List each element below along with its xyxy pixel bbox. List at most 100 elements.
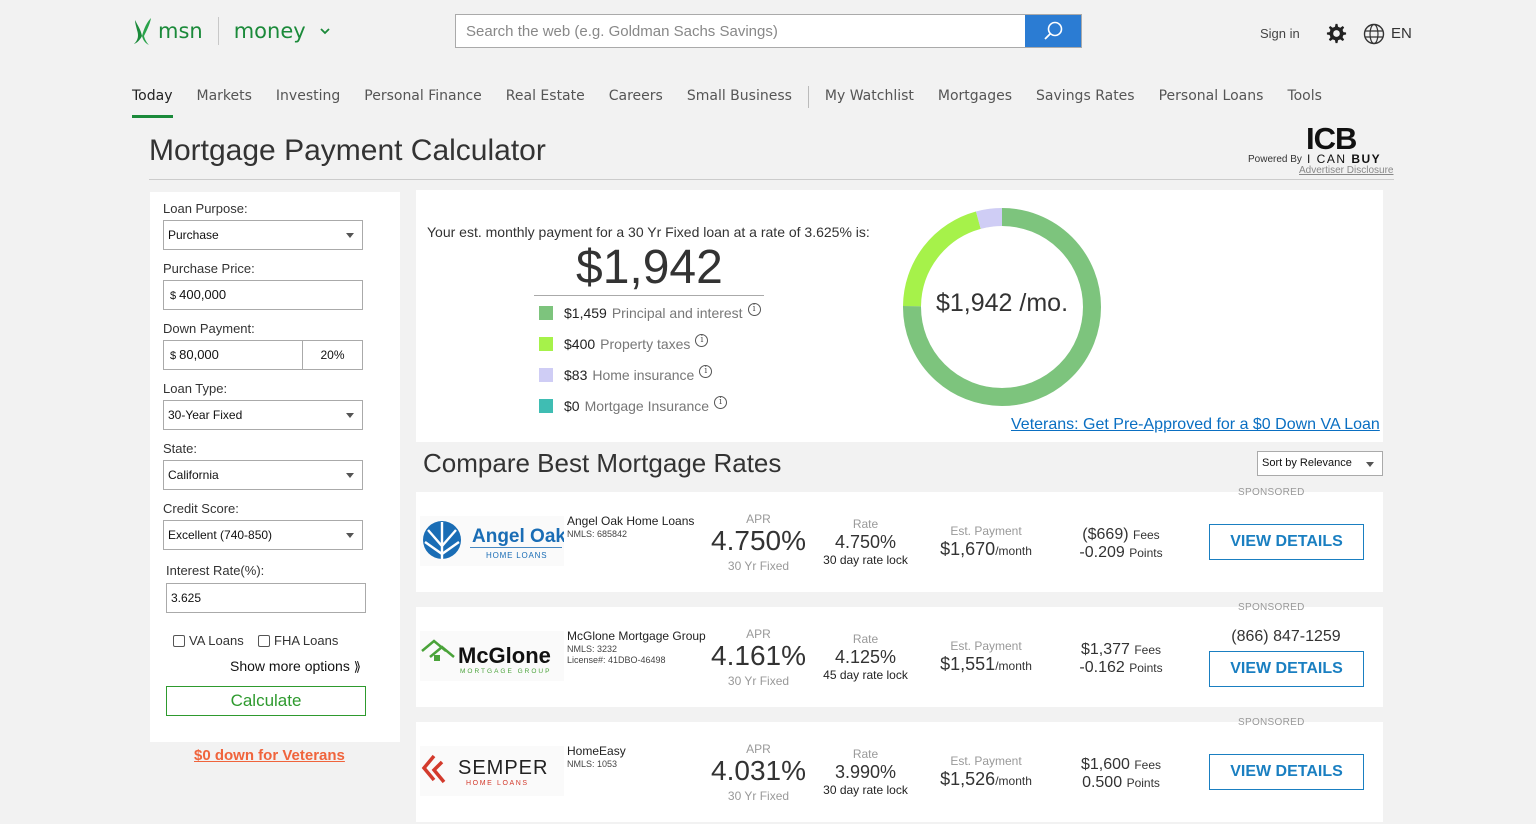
legend-swatch bbox=[539, 337, 553, 351]
angel-oak-tree-icon: Angel Oak HOME LOANS bbox=[423, 521, 566, 560]
lender-logo[interactable]: Angel Oak HOME LOANS bbox=[420, 516, 566, 566]
va-loans-checkbox[interactable]: VA Loans bbox=[173, 633, 244, 648]
lender-nmls: NMLS: 3232 License#: 41DBO-46498 bbox=[567, 644, 666, 666]
chevron-down-icon[interactable] bbox=[320, 26, 330, 36]
caret-down-icon bbox=[346, 413, 354, 418]
nav-item-personal-finance[interactable]: Personal Finance bbox=[364, 88, 482, 104]
view-details-button[interactable]: VIEW DETAILS bbox=[1209, 524, 1364, 560]
msn-money-logo[interactable]: msn money bbox=[132, 16, 330, 46]
apr-label: APR bbox=[746, 627, 771, 641]
payment-amount: $1,551 bbox=[940, 654, 996, 674]
points-unit: Points bbox=[1126, 776, 1160, 790]
lender-phone-link[interactable]: (866) 847-1259 bbox=[1231, 628, 1341, 645]
search-input[interactable] bbox=[456, 15, 1025, 47]
down-payment-percent-input[interactable]: 20% bbox=[302, 340, 363, 370]
apr-label: APR bbox=[746, 512, 771, 526]
breakdown-property-taxes: $400 Property taxes i bbox=[539, 333, 709, 352]
caret-down-icon bbox=[346, 233, 354, 238]
veterans-zero-down-link[interactable]: $0 down for Veterans bbox=[194, 747, 345, 764]
sort-select[interactable]: Sort by Relevance bbox=[1257, 451, 1383, 476]
search-button[interactable] bbox=[1025, 15, 1081, 47]
apr-value: 4.161% bbox=[711, 640, 806, 671]
lender-nmls: NMLS: 685842 bbox=[567, 529, 628, 539]
fees-value: $1,377 bbox=[1080, 641, 1130, 658]
breakdown-principal-interest: $1,459 Principal and interest i bbox=[539, 302, 761, 321]
fees-unit: Fees bbox=[1133, 528, 1160, 542]
nav-item-small-business[interactable]: Small Business bbox=[686, 88, 792, 104]
lender-logo-text: McGlone bbox=[458, 643, 551, 668]
info-icon[interactable]: i bbox=[747, 302, 761, 316]
state-value: California bbox=[168, 468, 219, 482]
rate-lock: 30 day rate lock bbox=[823, 553, 908, 567]
purchase-price-input[interactable]: $400,000 bbox=[163, 280, 363, 310]
semper-chevron-icon: SEMPER HOME LOANS bbox=[421, 754, 548, 787]
nav-item-personal-loans[interactable]: Personal Loans bbox=[1158, 88, 1264, 104]
show-more-options-link[interactable]: Show more options ⟫ bbox=[230, 658, 361, 675]
breakdown-label: Home insurance bbox=[592, 367, 695, 383]
language-selector[interactable]: EN bbox=[1391, 25, 1412, 42]
calculator-section: Mortgage Payment Calculator Powered By I… bbox=[132, 118, 1404, 824]
payment-amount: $1,526 bbox=[940, 769, 996, 789]
lender-offer-card: SPONSORED Angel Oak HOME LOANS Angel Oak… bbox=[416, 487, 1383, 592]
sign-in-link[interactable]: Sign in bbox=[1260, 26, 1300, 41]
points-value: -0.162 bbox=[1079, 659, 1125, 676]
rate-value: 3.990% bbox=[834, 762, 897, 782]
purchase-price-label: Purchase Price: bbox=[163, 261, 255, 276]
est-payment-label: Est. Payment bbox=[950, 639, 1022, 653]
lender-logo[interactable]: McGlone MORTGAGE GROUP bbox=[420, 631, 564, 681]
rate-label: Rate bbox=[852, 517, 879, 531]
down-payment-input[interactable]: $80,000 bbox=[163, 340, 304, 370]
rate-value: 4.125% bbox=[834, 647, 897, 667]
logo-divider bbox=[217, 17, 219, 45]
lender-logo-text: Angel Oak bbox=[472, 526, 564, 547]
search-bar bbox=[455, 14, 1082, 48]
info-icon[interactable]: i bbox=[714, 395, 728, 409]
info-icon[interactable]: i bbox=[695, 333, 709, 347]
license-number: License#: 41DBO-46498 bbox=[567, 655, 666, 665]
loan-type-label: Loan Type: bbox=[163, 381, 228, 396]
currency-symbol: $ bbox=[170, 290, 177, 302]
caret-down-icon bbox=[1366, 462, 1374, 467]
view-details-button[interactable]: VIEW DETAILS bbox=[1209, 651, 1364, 687]
fees-points: $1,377 Fees -0.162 Points bbox=[1056, 641, 1186, 677]
rate-label: Rate bbox=[852, 747, 879, 761]
svg-text:I CAN BUY: I CAN BUY bbox=[1307, 152, 1381, 165]
info-icon[interactable]: i bbox=[699, 364, 713, 378]
loan-term: 30 Yr Fixed bbox=[727, 559, 790, 573]
loan-purpose-select[interactable]: Purchase bbox=[163, 220, 363, 250]
calculator-form: Loan Purpose: Purchase Purchase Price: $… bbox=[150, 192, 400, 742]
lender-logo[interactable]: SEMPER HOME LOANS bbox=[420, 746, 564, 796]
apr-label: APR bbox=[746, 742, 771, 756]
view-details-button[interactable]: VIEW DETAILS bbox=[1209, 754, 1364, 790]
fha-loans-checkbox[interactable]: FHA Loans bbox=[258, 633, 338, 648]
sponsored-label: SPONSORED bbox=[1238, 602, 1305, 613]
interest-rate-input[interactable]: 3.625 bbox=[166, 583, 366, 613]
gear-icon[interactable] bbox=[1325, 22, 1348, 45]
donut-slice-2 bbox=[903, 208, 1101, 406]
monthly-payment-amount: $1,942 bbox=[576, 241, 723, 294]
advertiser-disclosure-link[interactable]: Advertiser Disclosure bbox=[1299, 165, 1394, 176]
loan-type-select[interactable]: 30-Year Fixed bbox=[163, 400, 363, 430]
est-payment-label: Est. Payment bbox=[950, 754, 1022, 768]
fees-value: ($669) bbox=[1082, 526, 1129, 543]
points-unit: Points bbox=[1129, 661, 1163, 675]
nav-item-mortgages[interactable]: Mortgages bbox=[937, 88, 1013, 104]
svg-text:ICB: ICB bbox=[1306, 123, 1356, 156]
sort-value: Sort by Relevance bbox=[1262, 457, 1352, 469]
nav-item-careers[interactable]: Careers bbox=[608, 88, 663, 104]
va-preapproval-link[interactable]: Veterans: Get Pre-Approved for a $0 Down… bbox=[1011, 416, 1380, 433]
nav-item-today[interactable]: Today bbox=[132, 86, 173, 118]
lender-logo-text: SEMPER bbox=[458, 757, 548, 779]
credit-score-select[interactable]: Excellent (740-850) bbox=[163, 520, 363, 550]
money-wordmark: money bbox=[233, 19, 306, 43]
state-select[interactable]: California bbox=[163, 460, 363, 490]
globe-icon[interactable] bbox=[1363, 23, 1385, 45]
nav-item-my-watchlist[interactable]: My Watchlist bbox=[824, 88, 914, 104]
sponsored-label: SPONSORED bbox=[1238, 717, 1305, 728]
nav-item-savings-rates[interactable]: Savings Rates bbox=[1036, 88, 1135, 104]
nav-item-tools[interactable]: Tools bbox=[1287, 88, 1322, 104]
nav-item-real-estate[interactable]: Real Estate bbox=[505, 88, 585, 104]
calculate-button[interactable]: Calculate bbox=[166, 686, 366, 716]
nav-item-markets[interactable]: Markets bbox=[196, 88, 252, 104]
nav-item-investing[interactable]: Investing bbox=[275, 88, 341, 104]
